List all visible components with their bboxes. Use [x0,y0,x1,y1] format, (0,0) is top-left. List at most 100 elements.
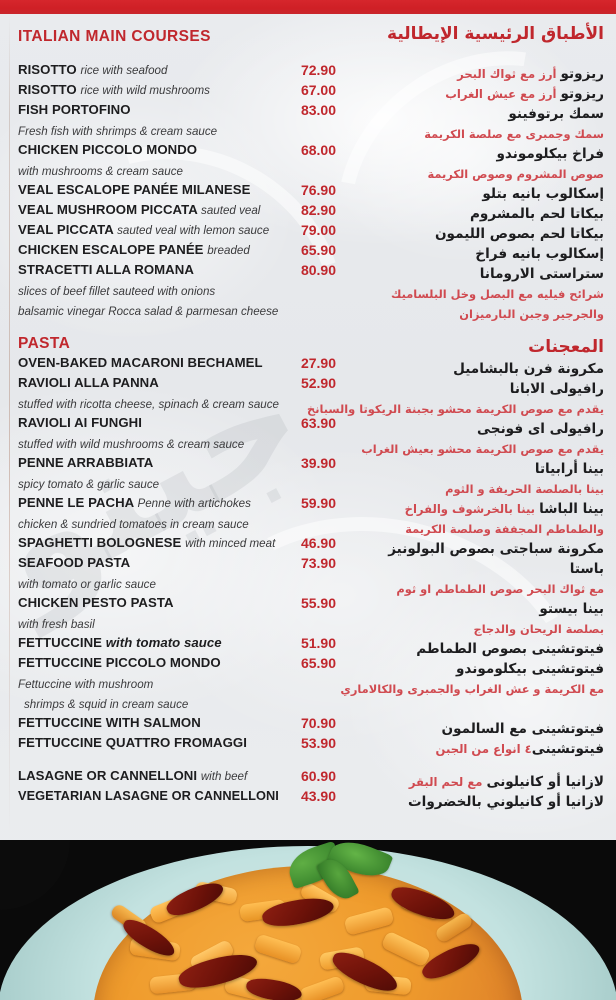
menu-item[interactable]: SEAFOOD PASTA 73.90 [18,555,336,575]
item-name-ar: فيتوتشينى بيكلوموندو [455,661,604,677]
item-name-ar: بينا أرابياتا [534,461,604,477]
section-title-ar-pasta: المعجنات [528,337,604,357]
item-name: FETTUCCINE PICCOLO MONDO [18,655,221,670]
item-name: RISOTTO rice with wild mushrooms [18,82,210,97]
item-price: 83.00 [300,102,336,118]
menu-item[interactable]: OVEN-BAKED MACARONI BECHAMEL 27.90 [18,355,336,375]
menu-item[interactable]: LASAGNE OR CANNELLONI with beef 60.90 [18,768,336,788]
item-price: 73.90 [300,555,336,571]
menu-item[interactable]: VEAL PICCATA sauted veal with lemon sauc… [18,222,336,242]
item-name: FETTUCCINE with tomato sauce [18,635,222,650]
item-name-ar: رافيولى اى فونجى [477,421,604,437]
item-name: CHICKEN ESCALOPE PANÉE breaded [18,242,250,257]
top-red-bar [0,0,616,14]
menu-item[interactable]: PENNE ARRABBIATA 39.90 [18,455,336,475]
menu-item[interactable]: CHICKEN PICCOLO MONDO 68.00 [18,142,336,162]
item-description-ar: والطماطم المجففة وصلصة الكريمة [405,522,604,536]
item-name: VEGETARIAN LASAGNE OR CANNELLONI [18,788,279,803]
menu-item[interactable]: CHICKEN PESTO PASTA 55.90 [18,595,336,615]
item-description: Fresh fish with shrimps & cream sauce [18,125,218,138]
menu-item[interactable]: VEGETARIAN LASAGNE OR CANNELLONI 43.90 [18,788,336,808]
item-price: 67.00 [300,82,336,98]
menu-item[interactable]: FETTUCCINE with tomato sauce 51.90 [18,635,336,655]
menu-item[interactable]: VEAL ESCALOPE PANÉE MILANESE 76.90 [18,182,336,202]
item-description-ar: يقدم مع صوص الكريمة محشو بعيش الغراب [361,442,604,456]
item-name-ar: ستراستى الارومانا [479,266,604,282]
item-name: RISOTTO rice with seafood [18,62,168,77]
item-description: with mushrooms & cream sauce [18,165,183,178]
item-name: RAVIOLI ALLA PANNA [18,375,159,390]
photo-dark-corner [0,840,70,910]
item-price: 55.90 [300,595,336,611]
item-name: SEAFOOD PASTA [18,555,131,570]
item-name: STRACETTI ALLA ROMANA [18,262,194,277]
item-name-ar: بينا بيستو [539,601,604,617]
menu-item[interactable]: FISH PORTOFINO 83.00 [18,102,336,122]
menu-item[interactable]: STRACETTI ALLA ROMANA 80.90 [18,262,336,282]
item-price: 72.90 [300,62,336,78]
item-name-ar: فراخ بيكلوموندو [496,146,604,162]
item-name: RAVIOLI AI FUNGHI [18,415,142,430]
item-name: SPAGHETTI BOLOGNESE with minced meat [18,535,276,550]
item-name-ar: إسكالوب بانيه بتلو [482,186,604,202]
item-price: 68.00 [300,142,336,158]
item-price: 27.90 [300,355,336,371]
item-description-ar: بينا بالصلصة الحريفة و الثوم [445,482,604,496]
item-price: 53.90 [300,735,336,751]
item-name-ar: فيتوتشينى بصوص الطماطم [416,641,604,657]
item-name: LASAGNE OR CANNELLONI with beef [18,768,248,783]
item-price: 79.00 [300,222,336,238]
item-name-ar: بيكاتا لحم بالمشروم [469,206,604,222]
item-price: 60.90 [300,768,336,784]
item-price: 65.90 [300,242,336,258]
item-name: PENNE LE PACHA Penne with artichokes [18,495,251,510]
left-rule [9,16,10,836]
item-description: with fresh basil [18,618,95,631]
item-name: FISH PORTOFINO [18,102,131,117]
item-description-ar: مع ثواك البحر صوص الطماطم او ثوم [396,582,604,596]
item-description-ar [346,699,604,719]
item-name-ar: مكرونة فرن بالبشاميل [453,361,604,377]
item-price: 46.90 [300,535,336,551]
dish-photo [0,840,616,1000]
item-description-ar: شرائح فيليه مع البصل وخل البلساميك [391,287,604,301]
item-description-ar: صوص المشروم وصوص الكريمة [427,167,604,181]
menu-item[interactable]: RAVIOLI ALLA PANNA 52.90 [18,375,336,395]
item-name-ar: لازانيا أو كانيلوني بالخضروات [408,794,604,810]
item-description: spicy tomato & garlic sauce [18,478,160,491]
item-price: 63.90 [300,415,336,431]
item-description: with tomato or garlic sauce [18,578,156,591]
item-name-ar: سمك برتوفينو [508,106,604,122]
item-description: slices of beef fillet sauteed with onion… [18,285,216,298]
item-name: CHICKEN PESTO PASTA [18,595,174,610]
item-price: 82.90 [300,202,336,218]
item-description: Fettuccine with mushroom [18,678,154,691]
item-price: 80.90 [300,262,336,278]
menu-item[interactable]: RISOTTO rice with seafood 72.90 [18,62,336,82]
menu-item[interactable]: FETTUCCINE QUATTRO FROMAGGI 53.90 [18,735,336,755]
item-name: VEAL MUSHROOM PICCATA sauted veal [18,202,261,217]
section-title-italian-main-courses: ITALIAN MAIN COURSES [18,28,211,45]
item-name-ar: بينا الباشا بينا بالخرشوف والفراخ [404,501,604,517]
item-description-ar: يقدم مع صوص الكريمة محشو بجبنة الريكوتا … [307,402,604,416]
item-price: 65.90 [300,655,336,671]
section-title-ar-italian-main-courses: الأطباق الرئيسية الإيطالية [387,24,604,44]
menu-item[interactable]: FETTUCCINE PICCOLO MONDO 65.90 [18,655,336,675]
menu-item[interactable]: PENNE LE PACHA Penne with artichokes 59.… [18,495,336,515]
menu-item[interactable]: VEAL MUSHROOM PICCATA sauted veal 82.90 [18,202,336,222]
item-name: PENNE ARRABBIATA [18,455,154,470]
menu-item[interactable]: FETTUCCINE WITH SALMON 70.90 [18,715,336,735]
item-description: stuffed with ricotta cheese, spinach & c… [18,398,279,411]
item-name-ar: لازانيا أو كانيلونى مع لحم البقر [408,774,604,790]
item-price: 76.90 [300,182,336,198]
menu-item[interactable]: RISOTTO rice with wild mushrooms 67.00 [18,82,336,102]
item-name: CHICKEN PICCOLO MONDO [18,142,198,157]
item-name: FETTUCCINE WITH SALMON [18,715,201,730]
item-description-ar: سمك وجمبرى مع صلصة الكريمة [424,127,604,141]
item-name: OVEN-BAKED MACARONI BECHAMEL [18,355,263,370]
menu-item[interactable]: RAVIOLI AI FUNGHI 63.90 [18,415,336,435]
menu-item[interactable]: SPAGHETTI BOLOGNESE with minced meat 46.… [18,535,336,555]
item-name-ar: بيكاتا لحم بصوص الليمون [434,226,604,242]
menu-item[interactable]: CHICKEN ESCALOPE PANÉE breaded 65.90 [18,242,336,262]
